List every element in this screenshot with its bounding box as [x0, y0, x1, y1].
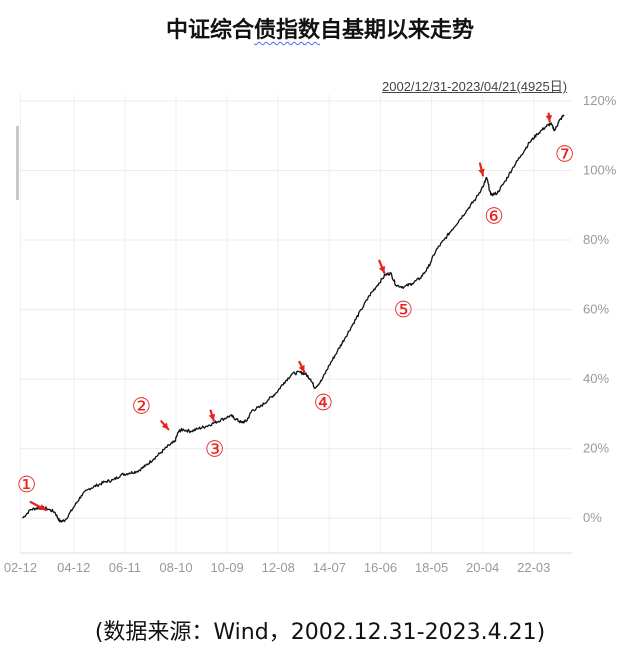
scroll-indicator: [16, 126, 19, 200]
x-tick-label: 22-03: [517, 560, 550, 575]
annotation-marker: ⑦: [555, 143, 575, 168]
title-part-3: 自基期以来走势: [320, 18, 475, 43]
x-tick-label: 12-08: [262, 560, 295, 575]
x-tick-label: 20-04: [466, 560, 499, 575]
x-tick-label: 10-09: [210, 560, 243, 575]
y-tick-label: 40%: [583, 371, 609, 386]
y-tick-label: 0%: [583, 510, 602, 525]
x-tick-label: 04-12: [57, 560, 90, 575]
axes: 0% 20% 40% 60% 80% 100% 120% 02-12 04-12 06-11 08-…: [4, 93, 617, 575]
annotation-marker: ②: [131, 394, 151, 419]
chart-title: 中证综合债指数自基期以来走势: [0, 12, 640, 44]
annotation-marker: ⑤: [393, 298, 413, 323]
annotation-arrowhead: [298, 364, 305, 372]
annotations: ① ② ③ ④ ⑤ ⑥ ⑦: [17, 112, 575, 512]
annotation-marker: ①: [17, 473, 37, 498]
annotation-marker: ⑥: [484, 204, 504, 229]
line-chart: 0% 20% 40% 60% 80% 100% 120% 02-12 04-12 06-11 08-…: [4, 93, 617, 575]
annotation-arrowhead: [208, 413, 216, 421]
series-line: [21, 114, 565, 523]
data-source-note: (数据来源：Wind，2002.12.31-2023.4.21): [94, 620, 546, 645]
title-part-1: 中证综合: [165, 18, 254, 43]
y-tick-label: 80%: [583, 232, 609, 247]
date-range-label[interactable]: 2002/12/31-2023/04/21(4925日): [382, 79, 568, 94]
annotation-marker: ④: [313, 391, 333, 416]
x-tick-label: 06-11: [109, 560, 141, 575]
title-part-2: 债指数: [253, 18, 320, 43]
x-tick-label: 08-10: [159, 560, 192, 575]
y-tick-label: 60%: [583, 302, 609, 317]
y-tick-label: 100%: [583, 163, 617, 178]
annotation-arrowhead: [478, 168, 485, 176]
annotation-arrowhead: [378, 265, 386, 273]
x-tick-label: 16-06: [364, 560, 397, 575]
x-tick-label: 18-05: [415, 560, 448, 575]
annotation-arrowhead: [545, 115, 553, 122]
grid-lines: [19, 94, 572, 553]
x-tick-label: 02-12: [4, 560, 37, 575]
y-tick-label: 20%: [583, 441, 609, 456]
y-tick-label: 120%: [583, 93, 617, 108]
x-tick-label: 14-07: [313, 560, 346, 575]
annotation-marker: ③: [205, 438, 225, 463]
annotation-arrowhead: [38, 504, 46, 511]
annotation-arrowhead: [161, 422, 169, 430]
